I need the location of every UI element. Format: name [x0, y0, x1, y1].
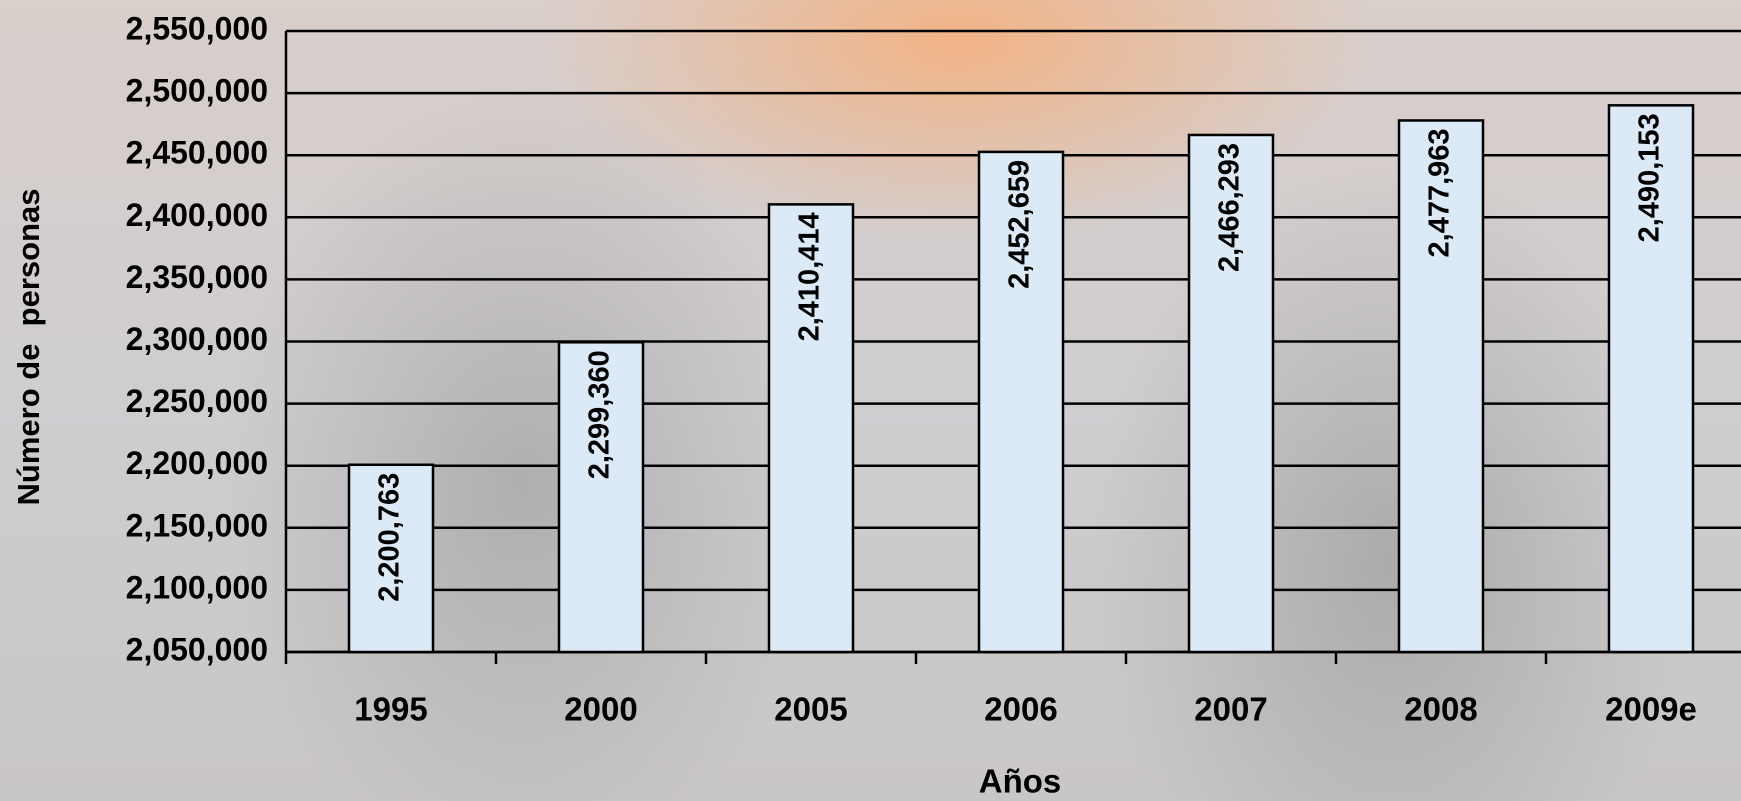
y-tick-label: 2,550,000: [126, 10, 268, 46]
value-label: 2,477,963: [1424, 128, 1456, 257]
y-tick-label: 2,150,000: [126, 507, 268, 543]
value-label: 2,490,153: [1634, 113, 1666, 242]
value-label: 2,452,659: [1004, 160, 1036, 289]
bar: [347, 463, 435, 654]
y-tick-label: 2,500,000: [126, 73, 268, 109]
bar: [767, 203, 855, 654]
bar: [1397, 119, 1485, 654]
bar: [557, 341, 645, 654]
y-tick-label: 2,400,000: [126, 197, 268, 233]
x-tick-label: 2009e: [1605, 691, 1697, 728]
y-tick-label: 2,050,000: [126, 631, 268, 667]
value-label: 2,200,763: [374, 473, 406, 602]
y-tick-label: 2,300,000: [126, 321, 268, 357]
bar: [1187, 133, 1275, 654]
bar: [977, 150, 1065, 654]
y-axis-title: Número de personas: [11, 189, 46, 506]
x-tick-label: 2008: [1404, 691, 1477, 728]
value-label: 2,466,293: [1214, 143, 1246, 272]
bar: [1607, 104, 1695, 654]
y-tick-label: 2,100,000: [126, 569, 268, 605]
y-tick-label: 2,450,000: [126, 135, 268, 171]
y-tick-label: 2,250,000: [126, 383, 268, 419]
x-tick-label: 2006: [984, 691, 1057, 728]
x-tick-label: 2000: [564, 691, 637, 728]
y-tick-label: 2,200,000: [126, 445, 268, 481]
x-axis-title: Años: [979, 763, 1062, 800]
value-label: 2,410,414: [794, 212, 826, 341]
value-label: 2,299,360: [584, 350, 616, 479]
y-tick-label: 2,350,000: [126, 259, 268, 295]
x-tick-label: 2007: [1194, 691, 1267, 728]
x-tick-label: 1995: [354, 691, 427, 728]
x-tick-label: 2005: [774, 691, 847, 728]
